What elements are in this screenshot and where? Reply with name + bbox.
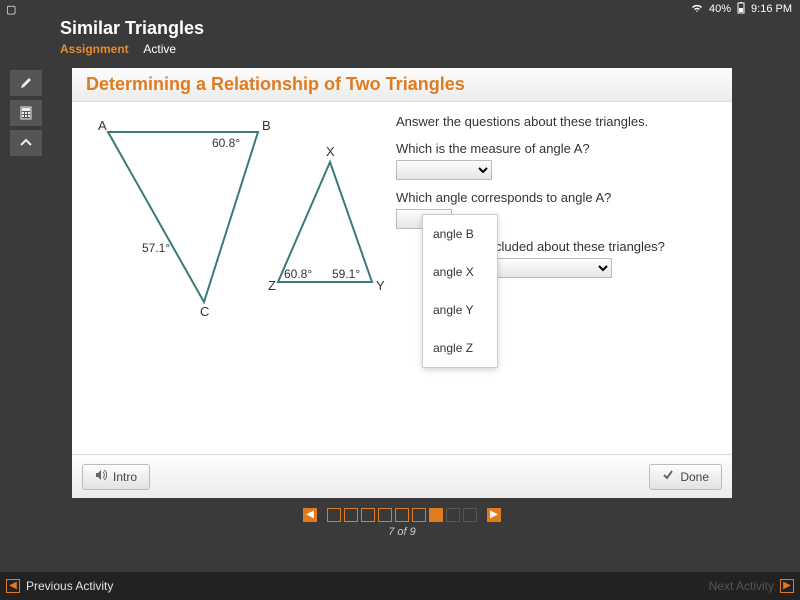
dropdown-option-angle-x[interactable]: angle X (423, 253, 497, 291)
pager-page-3[interactable] (361, 508, 375, 522)
vertex-b: B (262, 118, 271, 133)
battery-icon (737, 2, 745, 17)
done-button[interactable]: Done (649, 464, 722, 490)
pager-page-2[interactable] (344, 508, 358, 522)
dropdown-option-angle-y[interactable]: angle Y (423, 291, 497, 329)
pager: ◀ ▶ 7 of 9 (72, 504, 732, 538)
speaker-icon (95, 469, 107, 484)
pager-prev-button[interactable]: ◀ (303, 508, 317, 522)
pencil-tool-button[interactable] (10, 70, 42, 96)
collapse-tool-button[interactable] (10, 130, 42, 156)
intro-button[interactable]: Intro (82, 464, 150, 490)
pager-page-7[interactable] (429, 508, 443, 522)
pager-page-4[interactable] (378, 508, 392, 522)
status-time: 9:16 PM (751, 3, 792, 15)
pager-page-6[interactable] (412, 508, 426, 522)
gallery-status-icon: ▢ (6, 3, 16, 16)
pager-label: 7 of 9 (72, 526, 732, 538)
assignment-label[interactable]: Assignment (60, 42, 129, 56)
course-title: Similar Triangles (60, 18, 204, 39)
angle-a-measure-select[interactable] (396, 160, 492, 180)
status-bar: 40% 9:16 PM (683, 0, 800, 18)
card-title-bar: Determining a Relationship of Two Triang… (72, 68, 732, 102)
tool-rail (10, 70, 42, 156)
next-activity-label: Next Activity (709, 579, 774, 593)
calculator-tool-button[interactable] (10, 100, 42, 126)
status-label: Active (143, 42, 176, 56)
triangle-abc (108, 132, 258, 302)
vertex-c: C (200, 304, 209, 319)
angle-b-measure: 60.8° (212, 136, 240, 150)
check-icon (662, 469, 674, 484)
intro-button-label: Intro (113, 470, 137, 484)
content-card: Determining a Relationship of Two Triang… (72, 68, 732, 498)
pager-next-button[interactable]: ▶ (487, 508, 501, 522)
card-footer: Intro Done (72, 454, 732, 498)
chevron-left-icon: ◀ (6, 579, 20, 593)
triangle-xyz (278, 162, 372, 282)
battery-percent: 40% (709, 3, 731, 15)
bottom-nav: ◀ Previous Activity Next Activity ▶ (0, 572, 800, 600)
previous-activity-label: Previous Activity (26, 579, 113, 593)
triangles-diagram: A B C 60.8° 57.1° X Y Z 60.8° 59.1° (82, 112, 392, 322)
question-intro: Answer the questions about these triangl… (396, 114, 718, 129)
chevron-right-icon: ▶ (780, 579, 794, 593)
pager-page-1[interactable] (327, 508, 341, 522)
vertex-z: Z (268, 278, 276, 293)
previous-activity-button[interactable]: ◀ Previous Activity (6, 579, 113, 593)
vertex-x: X (326, 144, 335, 159)
dropdown-option-angle-b[interactable]: angle B (423, 215, 497, 253)
done-button-label: Done (680, 470, 709, 484)
wifi-icon (691, 3, 703, 16)
next-activity-button[interactable]: Next Activity ▶ (709, 579, 794, 593)
corresponding-angle-dropdown: angle B angle X angle Y angle Z (422, 214, 498, 368)
app-header: Similar Triangles Assignment Active (60, 18, 204, 56)
pager-page-8[interactable] (446, 508, 460, 522)
pager-page-5[interactable] (395, 508, 409, 522)
pager-page-9[interactable] (463, 508, 477, 522)
diagram-panel: A B C 60.8° 57.1° X Y Z 60.8° 59.1° (72, 102, 392, 454)
angle-c-measure: 57.1° (142, 241, 170, 255)
card-title: Determining a Relationship of Two Triang… (86, 74, 465, 95)
angle-y-measure: 59.1° (332, 267, 360, 281)
dropdown-option-angle-z[interactable]: angle Z (423, 329, 497, 367)
vertex-y: Y (376, 278, 385, 293)
angle-z-measure: 60.8° (284, 267, 312, 281)
vertex-a: A (98, 118, 107, 133)
question-2: Which angle corresponds to angle A? (396, 190, 718, 205)
question-1: Which is the measure of angle A? (396, 141, 718, 156)
